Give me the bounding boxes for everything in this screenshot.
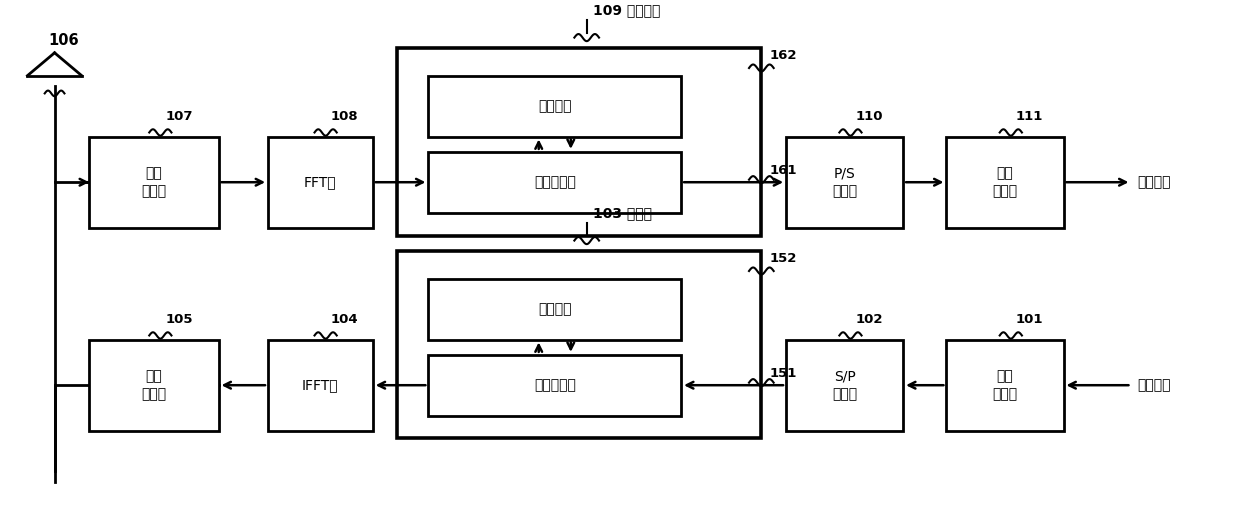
Text: 接收数据: 接收数据 [1137, 175, 1171, 189]
Text: 101: 101 [1016, 313, 1043, 327]
Text: 码型变换部: 码型变换部 [534, 378, 576, 392]
Text: 161: 161 [769, 164, 798, 177]
Text: 102: 102 [855, 313, 883, 327]
FancyBboxPatch shape [429, 76, 681, 136]
FancyBboxPatch shape [398, 251, 761, 438]
Text: IFFT部: IFFT部 [302, 378, 338, 392]
Text: 104: 104 [331, 313, 358, 327]
Text: 无线
发送部: 无线 发送部 [141, 369, 166, 402]
Text: 162: 162 [769, 49, 798, 62]
FancyBboxPatch shape [429, 279, 681, 340]
Text: 无线
接收部: 无线 接收部 [141, 166, 166, 198]
Text: 表存储部: 表存储部 [538, 99, 571, 113]
FancyBboxPatch shape [786, 136, 903, 228]
FancyBboxPatch shape [89, 136, 218, 228]
FancyBboxPatch shape [786, 340, 903, 431]
FancyBboxPatch shape [429, 355, 681, 416]
FancyBboxPatch shape [947, 136, 1063, 228]
FancyBboxPatch shape [268, 136, 373, 228]
FancyBboxPatch shape [89, 340, 218, 431]
Text: 数字
解调部: 数字 解调部 [992, 166, 1017, 198]
Text: 103 映射部: 103 映射部 [592, 206, 652, 220]
FancyBboxPatch shape [398, 48, 761, 236]
Text: 151: 151 [769, 367, 798, 380]
Text: P/S
变换部: P/S 变换部 [833, 166, 857, 198]
FancyBboxPatch shape [268, 340, 373, 431]
Text: 107: 107 [165, 110, 193, 123]
Text: 106: 106 [48, 33, 79, 48]
Text: 数字
调制部: 数字 调制部 [992, 369, 1017, 402]
Text: S/P
变换部: S/P 变换部 [833, 369, 857, 402]
Text: 111: 111 [1016, 110, 1043, 123]
Text: 109 解映射部: 109 解映射部 [592, 3, 660, 17]
Text: 152: 152 [769, 252, 798, 265]
Text: 表存储部: 表存储部 [538, 302, 571, 316]
Text: 码型变换部: 码型变换部 [534, 175, 576, 189]
Text: FFT部: FFT部 [304, 175, 337, 189]
Text: 发送数据: 发送数据 [1137, 378, 1171, 392]
FancyBboxPatch shape [429, 152, 681, 213]
Text: 108: 108 [331, 110, 358, 123]
Text: 105: 105 [165, 313, 193, 327]
FancyBboxPatch shape [947, 340, 1063, 431]
Text: 110: 110 [855, 110, 883, 123]
